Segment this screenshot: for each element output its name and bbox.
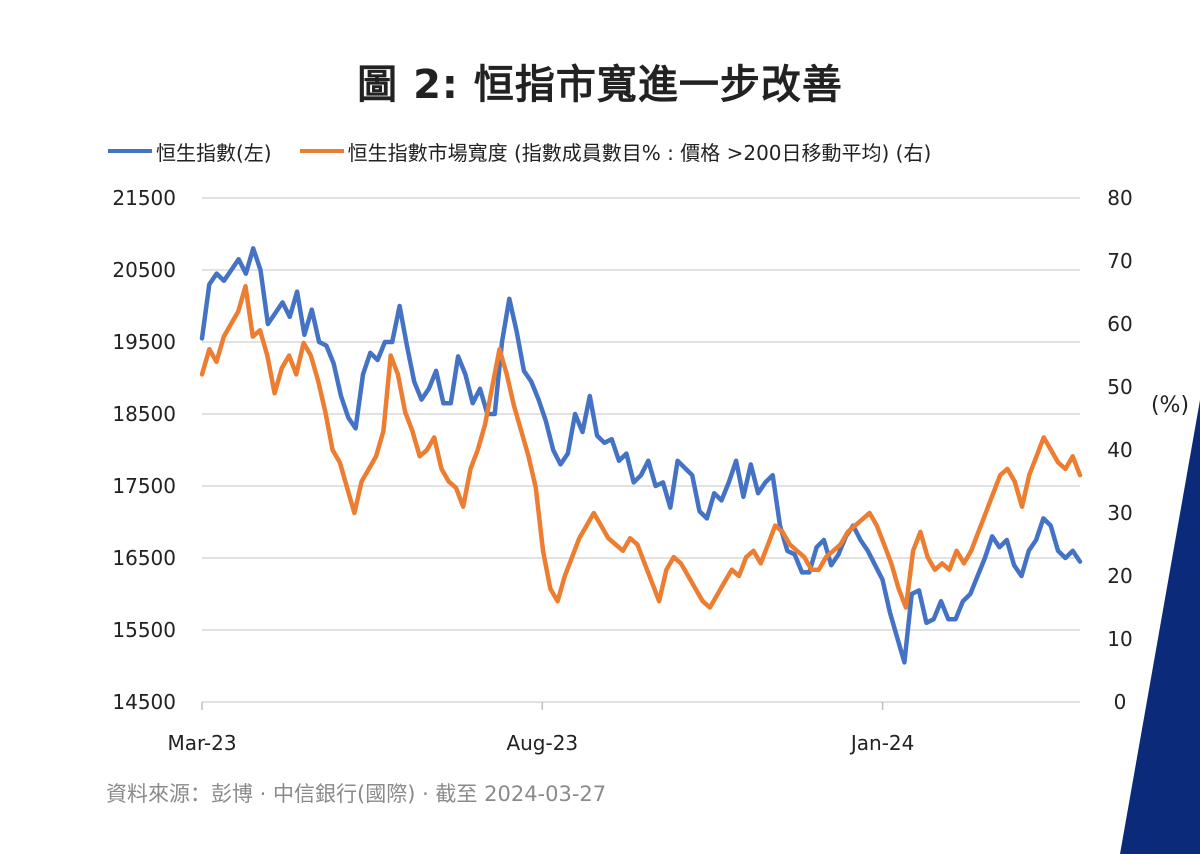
y-left-tick-label: 18500 <box>112 402 176 426</box>
y-right-tick-label: 30 <box>1107 501 1132 525</box>
y-left-tick-label: 20500 <box>112 258 176 282</box>
y-left-tick-label: 19500 <box>112 330 176 354</box>
y-right-tick-label: 50 <box>1107 375 1132 399</box>
legend-item-breadth: 恒生指數市場寬度 (指數成員數目% : 價格 >200日移動平均) (右) <box>299 137 932 166</box>
y-right-tick-label: 40 <box>1107 438 1132 462</box>
y-left-tick-label: 14500 <box>112 690 176 714</box>
series-line-breadth <box>199 283 1083 610</box>
legend-item-index: 恒生指數(左) <box>108 137 272 166</box>
y-left-tick-label: 17500 <box>112 474 176 498</box>
y-right-tick-label: 70 <box>1107 249 1132 273</box>
y-right-tick-label: 10 <box>1107 627 1132 651</box>
y-right-unit-label: (%) <box>1151 393 1189 418</box>
x-tick-label: Aug-23 <box>506 731 578 755</box>
x-tick-label: Mar-23 <box>167 731 236 755</box>
y-left-tick-label: 21500 <box>112 186 176 210</box>
source-note: 資料來源：彭博 · 中信銀行(國際) · 截至 2024-03-27 <box>106 782 607 806</box>
y-left-tick-label: 16500 <box>112 546 176 570</box>
legend-swatch-index <box>108 149 152 153</box>
y-right-tick-label: 20 <box>1107 564 1132 588</box>
y-right-tick-label: 80 <box>1107 186 1132 210</box>
legend-swatch-breadth <box>299 149 344 153</box>
legend-label-breadth: 恒生指數市場寬度 (指數成員數目% : 價格 >200日移動平均) (右) <box>347 140 932 165</box>
series-line-index <box>199 246 1083 665</box>
chart-title: 圖 2: 恒指市寬進一步改善 <box>357 62 843 108</box>
x-tick-label: Jan-24 <box>849 731 915 755</box>
y-right-tick-label: 0 <box>1114 690 1127 714</box>
y-left-tick-label: 15500 <box>112 618 176 642</box>
legend-label-index: 恒生指數(左) <box>156 140 272 165</box>
y-right-tick-label: 60 <box>1107 312 1132 336</box>
chart-legend: 恒生指數(左) 恒生指數市場寬度 (指數成員數目% : 價格 >200日移動平均… <box>108 136 959 166</box>
